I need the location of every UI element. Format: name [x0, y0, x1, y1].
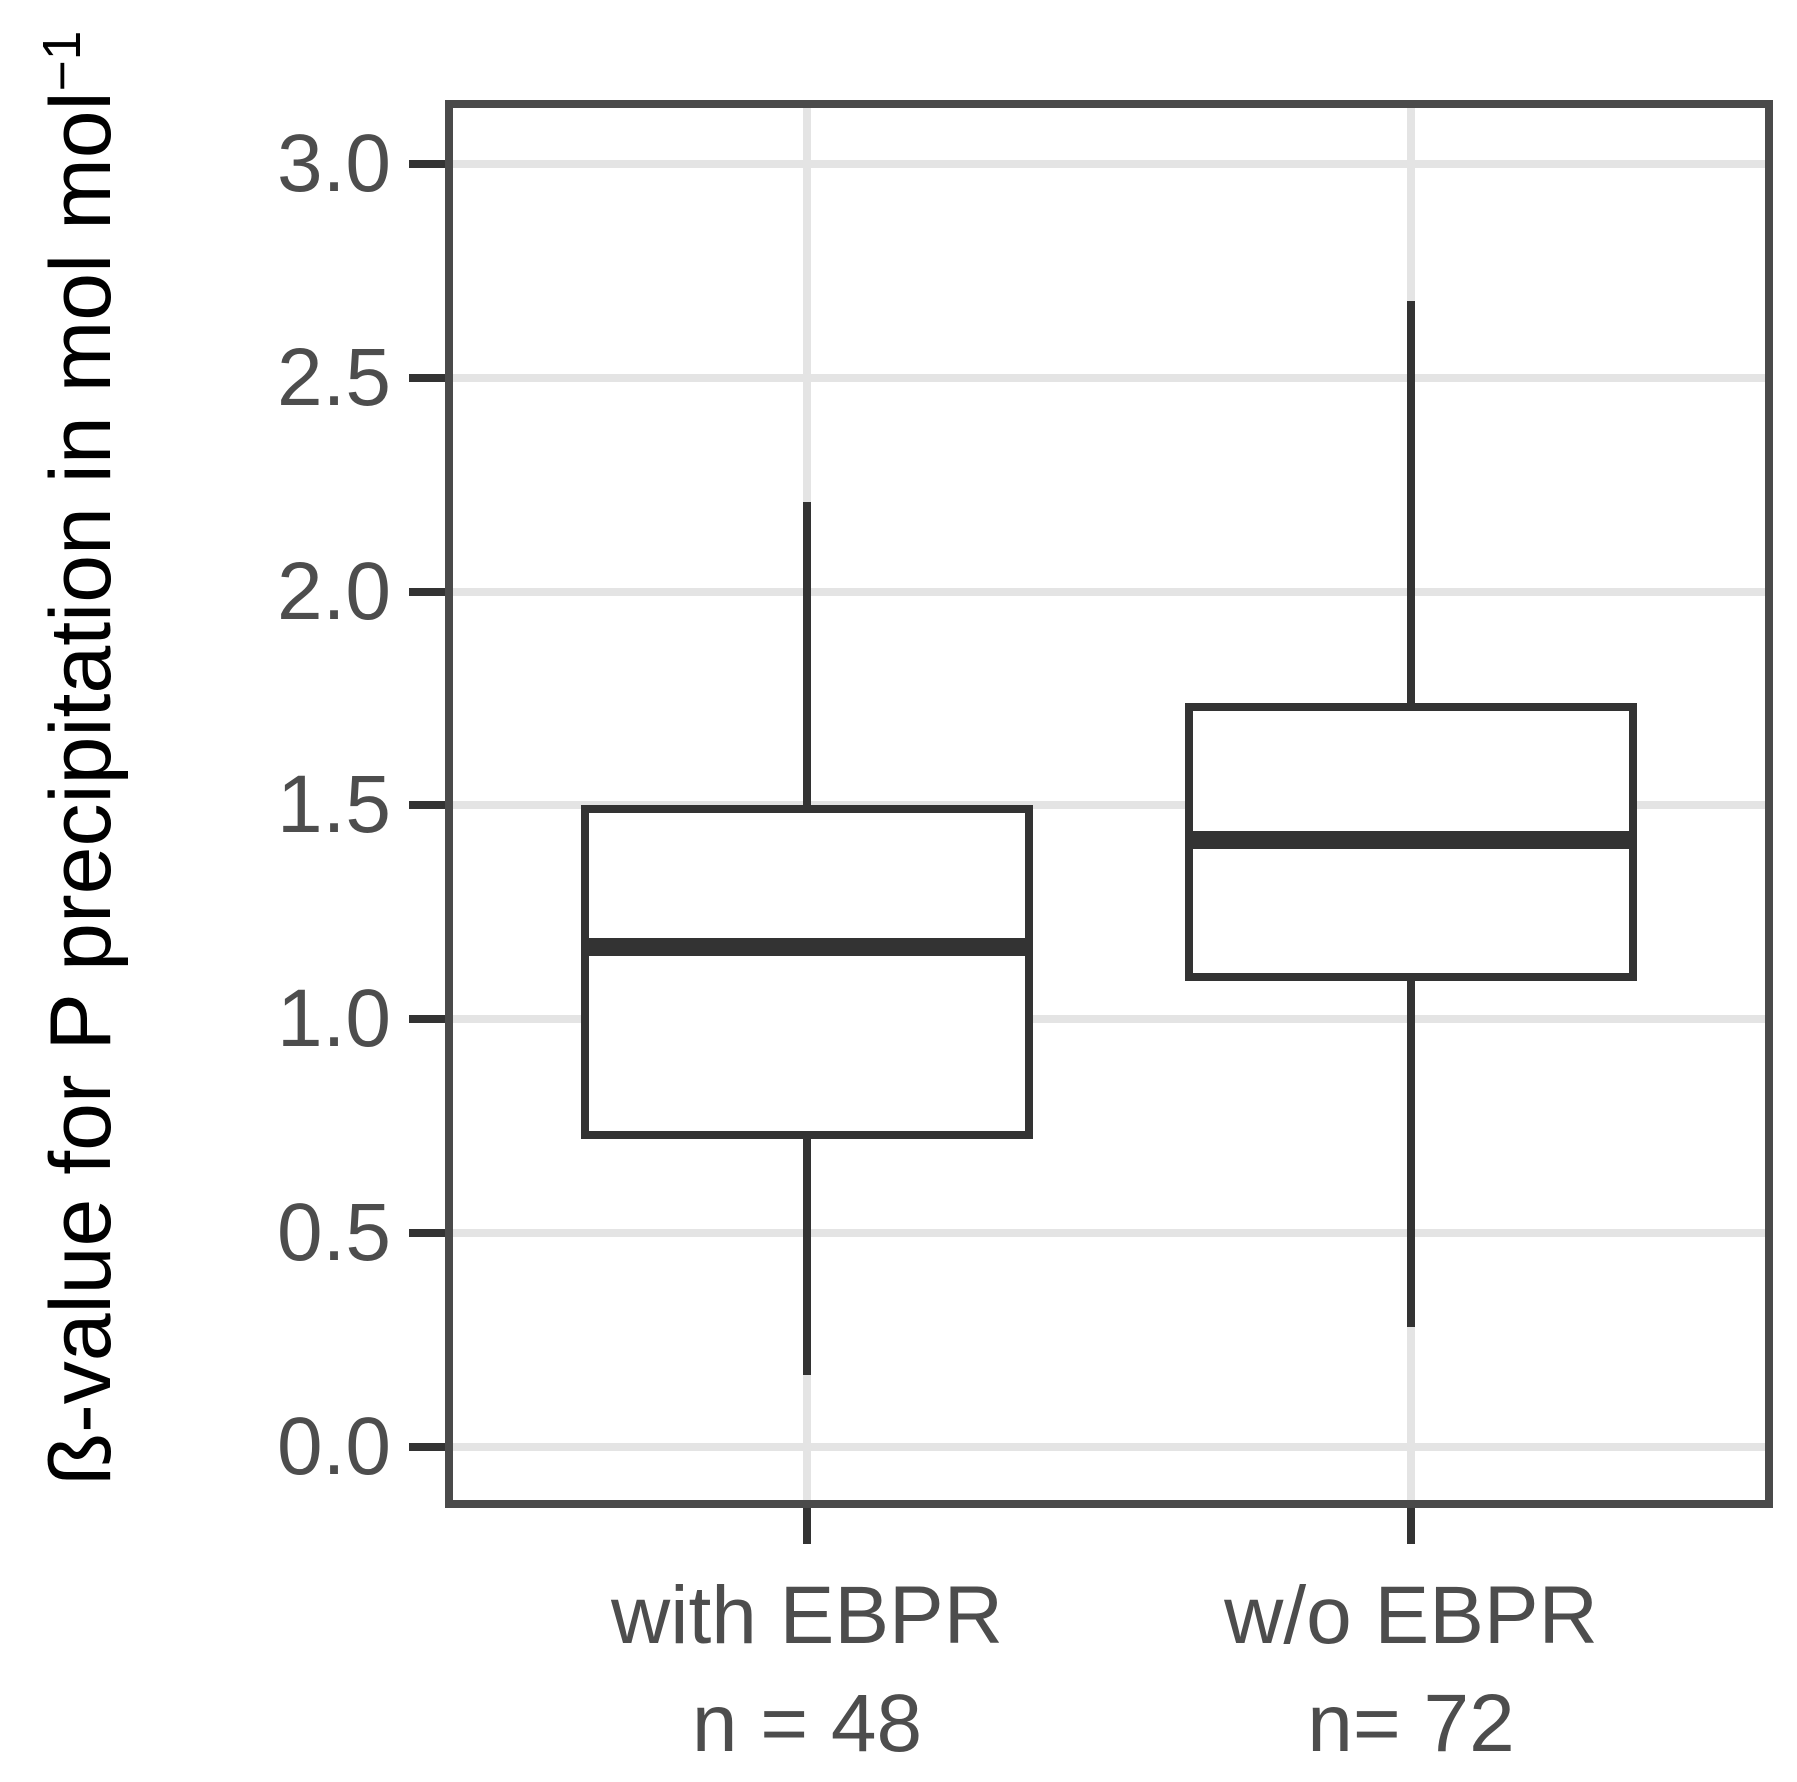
y-tick-label: 3.0 — [277, 118, 391, 209]
median-line-wo-ebpr — [1193, 831, 1629, 849]
y-tick-mark — [409, 1229, 445, 1237]
y-gridline — [453, 1015, 1765, 1023]
y-tick-mark — [409, 801, 445, 809]
y-gridline — [453, 160, 1765, 168]
x-category-label: w/o EBPR — [1224, 1570, 1598, 1661]
y-tick-mark — [409, 1015, 445, 1023]
y-tick-mark — [409, 160, 445, 168]
y-tick-mark — [409, 588, 445, 596]
x-category-label: with EBPR — [611, 1570, 1003, 1661]
y-tick-label: 2.0 — [277, 546, 391, 637]
y-axis-title-exponent: −1 — [33, 30, 93, 92]
y-tick-label: 0.0 — [277, 1401, 391, 1492]
x-tick-mark — [803, 1508, 811, 1544]
y-tick-mark — [409, 1443, 445, 1451]
lower-whisker-with-ebpr — [803, 1139, 811, 1375]
y-tick-label: 2.5 — [277, 332, 391, 423]
y-tick-label: 1.0 — [277, 973, 391, 1064]
y-tick-mark — [409, 374, 445, 382]
y-axis-title-text: ß-value for P precipitation in mol mol — [32, 91, 129, 1486]
y-gridline — [453, 1443, 1765, 1451]
upper-whisker-wo-ebpr — [1407, 301, 1415, 703]
x-tick-mark — [1407, 1508, 1415, 1544]
y-tick-label: 0.5 — [277, 1187, 391, 1278]
y-gridline — [453, 1229, 1765, 1237]
lower-whisker-wo-ebpr — [1407, 981, 1415, 1327]
y-gridline — [453, 588, 1765, 596]
median-line-with-ebpr — [589, 938, 1025, 956]
y-gridline — [453, 801, 1765, 809]
x-category-sublabel: n = 48 — [691, 1678, 923, 1769]
y-tick-label: 1.5 — [277, 759, 391, 850]
x-category-sublabel: n= 72 — [1307, 1678, 1515, 1769]
box-iqr-with-ebpr — [581, 805, 1033, 1139]
y-gridline — [453, 374, 1765, 382]
y-axis-title: ß-value for P precipitation in mol mol−1 — [33, 30, 129, 1486]
upper-whisker-with-ebpr — [803, 502, 811, 805]
